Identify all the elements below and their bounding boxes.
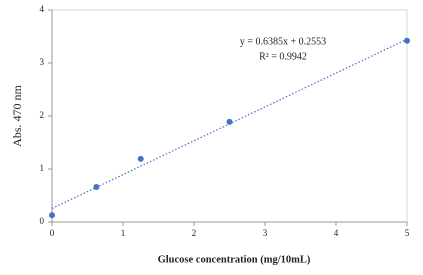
x-tick-label: 5 (405, 228, 410, 238)
y-tick-label: 4 (40, 4, 45, 14)
y-tick-label: 1 (40, 163, 45, 173)
data-point (49, 212, 55, 219)
x-tick-label: 3 (263, 228, 268, 238)
y-tick-label: 3 (40, 57, 45, 67)
y-axis-title: Abs. 470 nm (10, 85, 24, 147)
y-tick-label: 0 (40, 216, 45, 226)
data-point (404, 37, 410, 44)
data-point (226, 118, 233, 125)
data-point (93, 184, 100, 191)
x-tick-label: 0 (50, 228, 55, 238)
r-squared: R² = 0.9942 (259, 51, 307, 62)
x-tick-label: 4 (334, 228, 339, 238)
x-tick-label: 2 (192, 228, 197, 238)
x-tick-label: 1 (121, 228, 126, 238)
plot-frame (51, 9, 408, 223)
equation: y = 0.6385x + 0.2553 (240, 36, 326, 47)
data-point (137, 155, 144, 162)
x-axis-title: Glucose concentration (mg/10mL) (158, 254, 311, 265)
y-tick-label: 2 (40, 110, 45, 120)
